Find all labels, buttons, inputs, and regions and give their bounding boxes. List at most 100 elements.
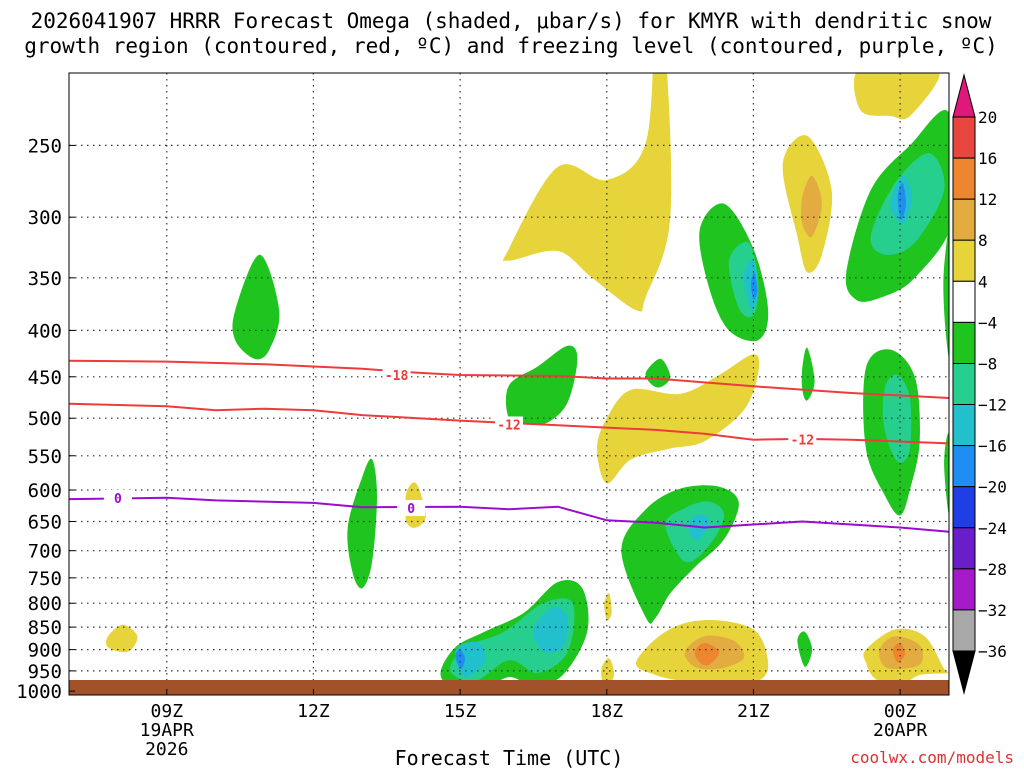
y-tick-label-300: 300 bbox=[28, 207, 62, 229]
omega-regions bbox=[105, 73, 949, 680]
contour-label-bg bbox=[397, 499, 426, 516]
y-tick-label-750: 750 bbox=[28, 568, 62, 590]
colorbar-bin-8 bbox=[952, 445, 976, 488]
x-tick-label-21-0: 21Z bbox=[737, 701, 770, 722]
y-tick-label-800: 800 bbox=[28, 593, 62, 615]
x-tick-label-12-0: 12Z bbox=[297, 701, 330, 722]
y-tick-label-850: 850 bbox=[28, 617, 62, 639]
y-tick-label-350: 350 bbox=[28, 268, 62, 290]
x-axis-label: Forecast Time (UTC) bbox=[395, 746, 624, 768]
contour-dgz-minus12 bbox=[68, 402, 950, 445]
omega-region-deep-orange-24z-low bbox=[892, 642, 906, 663]
gridlines bbox=[69, 73, 949, 692]
contour-label-freezing-level-0: 0 bbox=[114, 492, 122, 507]
omega-region-blue-24z-upper bbox=[897, 182, 907, 220]
contour-label-freezing-level-1: 0 bbox=[407, 502, 415, 517]
contour-label-bg bbox=[103, 489, 132, 506]
contour-label-bg bbox=[495, 416, 523, 433]
colorbar-label-10: −24 bbox=[978, 519, 1007, 538]
y-tick-label-500: 500 bbox=[28, 408, 62, 430]
omega-region-green-13z bbox=[347, 458, 377, 589]
plot-frame bbox=[68, 72, 950, 696]
colorbar-bin-7 bbox=[952, 404, 976, 447]
omega-region-green-25z-upper-edge bbox=[943, 225, 949, 359]
x-tick-label-15-0: 15Z bbox=[444, 701, 477, 722]
colorbar-bin-4 bbox=[952, 280, 976, 323]
omega-region-yellow-18-21z-mid bbox=[597, 354, 760, 484]
colorbar-bin-3 bbox=[952, 239, 976, 282]
x-tick-label-18-0: 18Z bbox=[591, 701, 624, 722]
colorbar-bin-2 bbox=[952, 198, 976, 241]
colorbar-bin-9 bbox=[952, 486, 976, 529]
y-axis: 2503003504004505005506006507007508008509… bbox=[16, 135, 75, 703]
colorbar-top-arrow bbox=[952, 73, 976, 118]
contour-label-dgz-minus18-0: -18 bbox=[385, 369, 409, 384]
x-tick-label-24-1: 20APR bbox=[873, 720, 927, 741]
colorbar-label-12: −32 bbox=[978, 601, 1007, 620]
y-tick-label-1000: 1000 bbox=[16, 681, 62, 703]
contour-label-dgz-minus12-0: -12 bbox=[497, 418, 520, 433]
contour-dgz-minus18 bbox=[68, 359, 950, 399]
omega-region-cyan-15z-low bbox=[455, 641, 486, 678]
y-tick-label-950: 950 bbox=[28, 661, 62, 683]
ground-surface bbox=[69, 680, 949, 695]
contour-label-dgz-minus12-1: -12 bbox=[791, 434, 814, 449]
colorbar-bin-5 bbox=[952, 321, 976, 364]
colorbar-bin-10 bbox=[952, 527, 976, 570]
omega-region-orange-22z-upper bbox=[801, 175, 822, 238]
credit-text: coolwx.com/models bbox=[850, 748, 1014, 767]
colorbar: 20 16 12 8 4 −4 −8 −12 −16 −20 −24 −28 −32 −36 bbox=[952, 73, 1007, 695]
colorbar-label-1: 16 bbox=[978, 149, 997, 168]
omega-region-yellow-24z-top bbox=[853, 73, 940, 120]
colorbar-label-9: −20 bbox=[978, 478, 1007, 497]
omega-region-cyan-17z-low bbox=[533, 606, 569, 654]
omega-region-yellow-18z-sliver bbox=[604, 593, 612, 621]
colorbar-bin-1 bbox=[952, 157, 976, 200]
colorbar-label-6: −8 bbox=[978, 355, 997, 374]
omega-region-green-16z-mid bbox=[505, 345, 578, 426]
omega-region-blue-15z-low bbox=[455, 649, 466, 669]
omega-region-yellow-17-19z-upper bbox=[502, 73, 672, 312]
x-tick-label-9-1: 19APR bbox=[140, 720, 194, 741]
x-tick-label-24-0: 00Z bbox=[884, 701, 917, 722]
colorbar-label-3: 8 bbox=[978, 231, 988, 250]
omega-region-green-19z-450 bbox=[645, 358, 671, 388]
omega-region-green-22z-low bbox=[797, 631, 813, 667]
y-tick-label-700: 700 bbox=[28, 541, 62, 563]
colorbar-bin-12 bbox=[952, 609, 976, 652]
omega-region-green-11z bbox=[232, 254, 280, 360]
y-tick-label-450: 450 bbox=[28, 367, 62, 389]
contours: -18 -12 -12 0 0 bbox=[68, 359, 950, 533]
contour-freezing-level bbox=[68, 496, 950, 533]
omega-region-yellow-18z-low bbox=[601, 658, 615, 680]
x-tick-label-9-2: 2026 bbox=[145, 739, 188, 760]
omega-region-deep-orange-20z-low bbox=[694, 643, 720, 666]
y-tick-label-600: 600 bbox=[28, 480, 62, 502]
y-tick-label-900: 900 bbox=[28, 640, 62, 662]
colorbar-bottom-arrow bbox=[952, 650, 976, 695]
colorbar-label-13: −36 bbox=[978, 642, 1007, 661]
colorbar-label-5: −4 bbox=[978, 313, 997, 332]
y-tick-label-550: 550 bbox=[28, 446, 62, 468]
colorbar-label-11: −28 bbox=[978, 560, 1007, 579]
colorbar-bin-6 bbox=[952, 363, 976, 406]
chart-title-line2: growth region (contoured, red, ºC) and f… bbox=[24, 34, 998, 58]
colorbar-label-2: 12 bbox=[978, 190, 997, 209]
contour-label-bg bbox=[382, 367, 411, 384]
contour-label-bg bbox=[788, 431, 817, 448]
omega-region-blue-21z-upper bbox=[750, 272, 758, 300]
x-tick-label-9-0: 09Z bbox=[151, 701, 184, 722]
chart-title-line1: 2026041907 HRRR Forecast Omega (shaded, … bbox=[31, 9, 992, 33]
colorbar-label-4: 4 bbox=[978, 272, 988, 291]
omega-region-yellow-08z bbox=[105, 624, 138, 653]
colorbar-label-7: −12 bbox=[978, 396, 1007, 415]
y-tick-label-650: 650 bbox=[28, 512, 62, 534]
y-tick-label-400: 400 bbox=[28, 320, 62, 342]
colorbar-label-0: 20 bbox=[978, 108, 997, 127]
omega-region-green-25z-edge bbox=[944, 433, 949, 516]
omega-region-green-22z-450 bbox=[801, 347, 815, 401]
colorbar-label-8: −16 bbox=[978, 437, 1007, 456]
